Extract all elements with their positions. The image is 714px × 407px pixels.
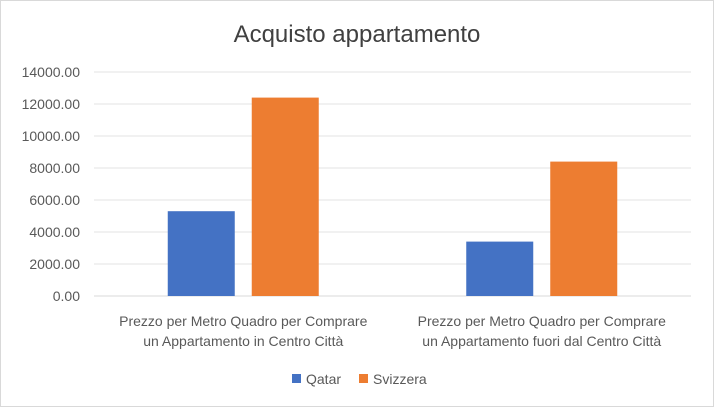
chart-title: Acquisto appartamento <box>234 21 481 48</box>
bars <box>167 97 618 296</box>
category-labels: Prezzo per Metro Quadro per Comprare un A… <box>119 313 666 349</box>
legend-swatch <box>359 374 368 383</box>
y-tick-label: 8000.00 <box>29 160 80 176</box>
y-tick-label: 10000.00 <box>22 128 81 144</box>
category-label: un Appartamento fuori dal Centro Città <box>422 333 661 349</box>
y-tick-label: 4000.00 <box>29 224 80 240</box>
legend-label: Svizzera <box>373 371 427 387</box>
y-tick-label: 6000.00 <box>29 192 80 208</box>
y-tick-label: 2000.00 <box>29 256 80 272</box>
y-tick-label: 12000.00 <box>22 96 81 112</box>
bar-svizzera <box>550 161 618 296</box>
bar-svizzera <box>251 97 319 296</box>
category-label: un Appartamento in Centro Città <box>143 333 343 349</box>
legend-label: Qatar <box>306 371 341 387</box>
legend-swatch <box>292 374 301 383</box>
legend: Qatar Svizzera <box>292 371 427 387</box>
bar-qatar <box>466 241 534 296</box>
y-tick-label: 0.00 <box>53 288 80 304</box>
y-tick-label: 14000.00 <box>22 64 81 80</box>
category-label: Prezzo per Metro Quadro per Comprare <box>119 313 367 329</box>
bar-qatar <box>167 211 235 296</box>
category-label: Prezzo per Metro Quadro per Comprare <box>418 313 666 329</box>
y-axis-ticks: 0.00 2000.00 4000.00 6000.00 8000.00 10000.00… <box>22 64 81 304</box>
